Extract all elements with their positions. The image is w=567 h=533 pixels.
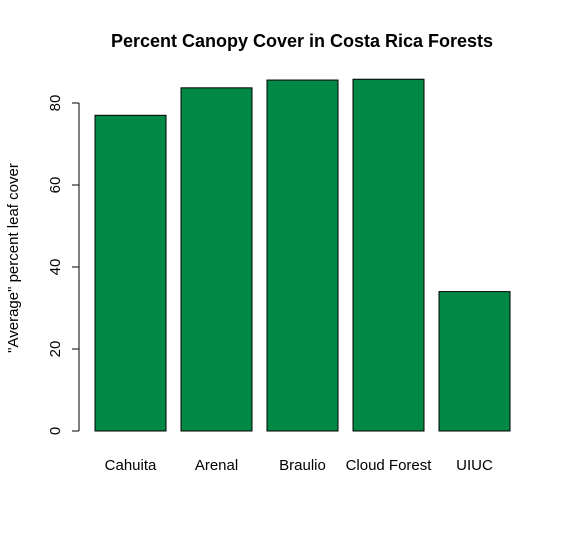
y-axis-label: "Average" percent leaf cover [5,163,22,353]
x-tick-label: Arenal [195,457,238,474]
bar-braulio [266,79,339,432]
y-tick-label: 60 [47,177,64,194]
bars [94,78,511,432]
bar-cahuita [94,114,167,432]
y-axis: 0 20 40 60 80 [47,95,80,435]
bar-arenal [180,87,253,432]
y-tick-label: 0 [47,427,64,435]
x-tick-label: UIUC [456,457,493,474]
x-tick-label: Cahuita [105,457,157,474]
bar-cloud-forest [352,78,425,432]
bar-uiuc [438,291,511,432]
chart-title: Percent Canopy Cover in Costa Rica Fores… [111,31,493,51]
y-tick-label: 40 [47,259,64,276]
x-tick-label: Cloud Forest [346,457,433,474]
y-tick-label: 80 [47,95,64,112]
x-tick-label: Braulio [279,457,326,474]
x-axis-labels: Cahuita Arenal Braulio Cloud Forest UIUC [105,457,493,474]
y-tick-label: 20 [47,341,64,358]
